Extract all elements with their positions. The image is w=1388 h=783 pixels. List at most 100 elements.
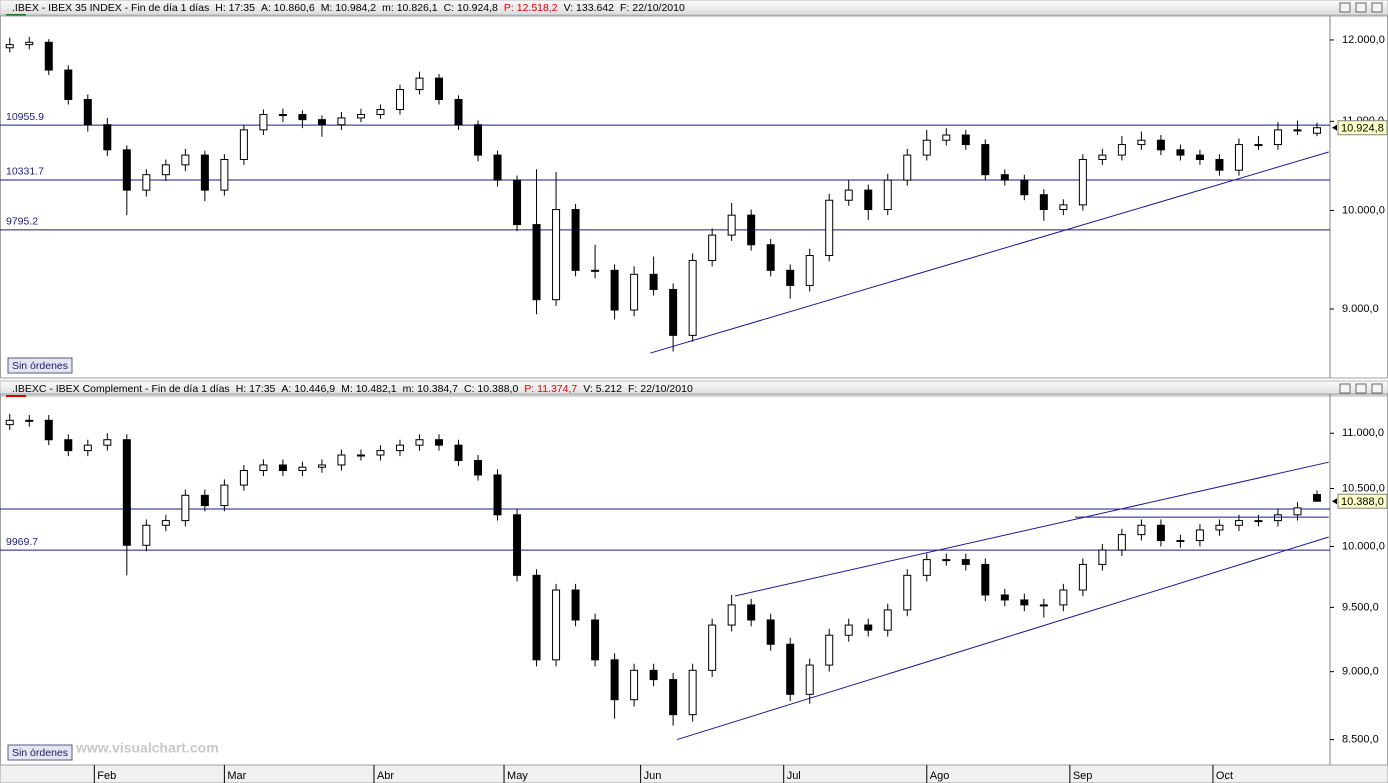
candle-body [883,609,892,631]
candle-body [1098,549,1107,565]
window-button[interactable] [1355,2,1367,13]
candle-body [610,269,619,311]
candle-body [259,464,268,472]
candle-body [1098,154,1107,161]
candle-body [1117,534,1126,551]
candle-body [278,464,287,472]
header-field: H: 17:35 [236,383,276,395]
header-field: m: 10.384,7 [403,383,459,395]
candle-body [181,494,190,522]
orders-button[interactable] [7,357,73,374]
candle-body [552,589,561,661]
y-tick-label: 9.000,0 [1342,666,1379,678]
candle-body [1059,589,1068,606]
candle-body [239,470,248,486]
candle-body [727,604,736,626]
candle-body [474,124,483,156]
candle-body [571,209,580,271]
candle-body [83,444,92,452]
candle-body [64,439,73,452]
panel-header [0,0,1388,16]
orders-button[interactable] [7,744,73,761]
level-label: 10955.9 [6,111,44,123]
candle-body [844,189,853,201]
candle-body [298,114,307,121]
y-tick-label: 10.000,0 [1342,204,1385,216]
candle-body [1215,524,1224,531]
header-field: V: 5.212 [583,383,622,395]
candle-body [688,669,697,716]
orders-button-label[interactable]: Sin órdenes [12,747,68,759]
orders-button-label[interactable]: Sin órdenes [12,360,68,372]
level-label: 9795.2 [6,216,38,228]
header-field: V: 133.642 [564,2,615,14]
candle-body [434,439,443,446]
candle-body [259,114,268,131]
candle-body [298,466,307,472]
candle-body [161,164,170,176]
candle-body [1039,194,1048,211]
window-button[interactable] [1339,383,1351,394]
candle-body [1078,159,1087,206]
candle-body [474,460,483,476]
candle-body [883,179,892,211]
candle-body [1293,129,1302,132]
header-field: A: 10.446,9 [281,383,335,395]
level-label: 10331.7 [6,166,44,178]
header-field: F: 22/10/2010 [620,2,685,14]
window-button[interactable] [1339,2,1351,13]
candle-body [103,439,112,446]
candle-body [942,559,951,562]
candle-body [1273,514,1282,522]
candle-body [44,41,53,71]
candle-body [708,624,717,671]
candle-body [434,77,443,100]
candle-body [727,214,736,236]
window-button[interactable] [1371,383,1383,394]
candle-body [981,563,990,596]
candle-body [454,444,463,462]
last-price-badge [1337,120,1388,136]
candle-body [142,174,151,191]
x-tick-label: Oct [1216,770,1233,782]
candle-body [844,624,853,636]
candle-body [122,149,131,191]
candle-body [161,520,170,526]
candle-body [1000,594,1009,601]
candle-body [903,154,912,181]
last-price-badge [1337,493,1388,509]
candle-body [181,154,190,166]
candle-body [25,419,34,422]
candle-body [44,419,53,441]
candle-body [786,643,795,695]
candle-body [1176,540,1185,543]
header-text: .IBEXC - IBEX Complement - Fin de día 1 … [12,383,693,395]
candle-body [864,189,873,211]
candle-body [513,514,522,576]
candle-body [864,624,873,631]
candle-body [454,98,463,126]
candle-body [1156,139,1165,151]
candle-body [805,664,814,695]
x-tick-label: Jun [644,770,662,782]
x-axis-bar [0,764,1388,783]
candle-body [591,269,600,272]
window-button[interactable] [1355,383,1367,394]
candle-body [649,273,658,290]
candle-body [83,98,92,126]
candle-body [1020,599,1029,606]
candle-body [961,134,970,146]
header-field: F: 22/10/2010 [628,383,693,395]
candle-body [200,154,209,191]
y-tick-label: 9.000,0 [1342,303,1379,315]
candle-body [1020,179,1029,196]
candle-body [122,439,131,546]
candle-body [981,144,990,176]
candle-body [1000,174,1009,181]
window-button[interactable] [1371,2,1383,13]
candle-body [688,259,697,336]
candle-body [278,114,287,117]
candle-body [493,474,502,516]
candle-body [571,589,580,621]
candle-body [825,634,834,666]
